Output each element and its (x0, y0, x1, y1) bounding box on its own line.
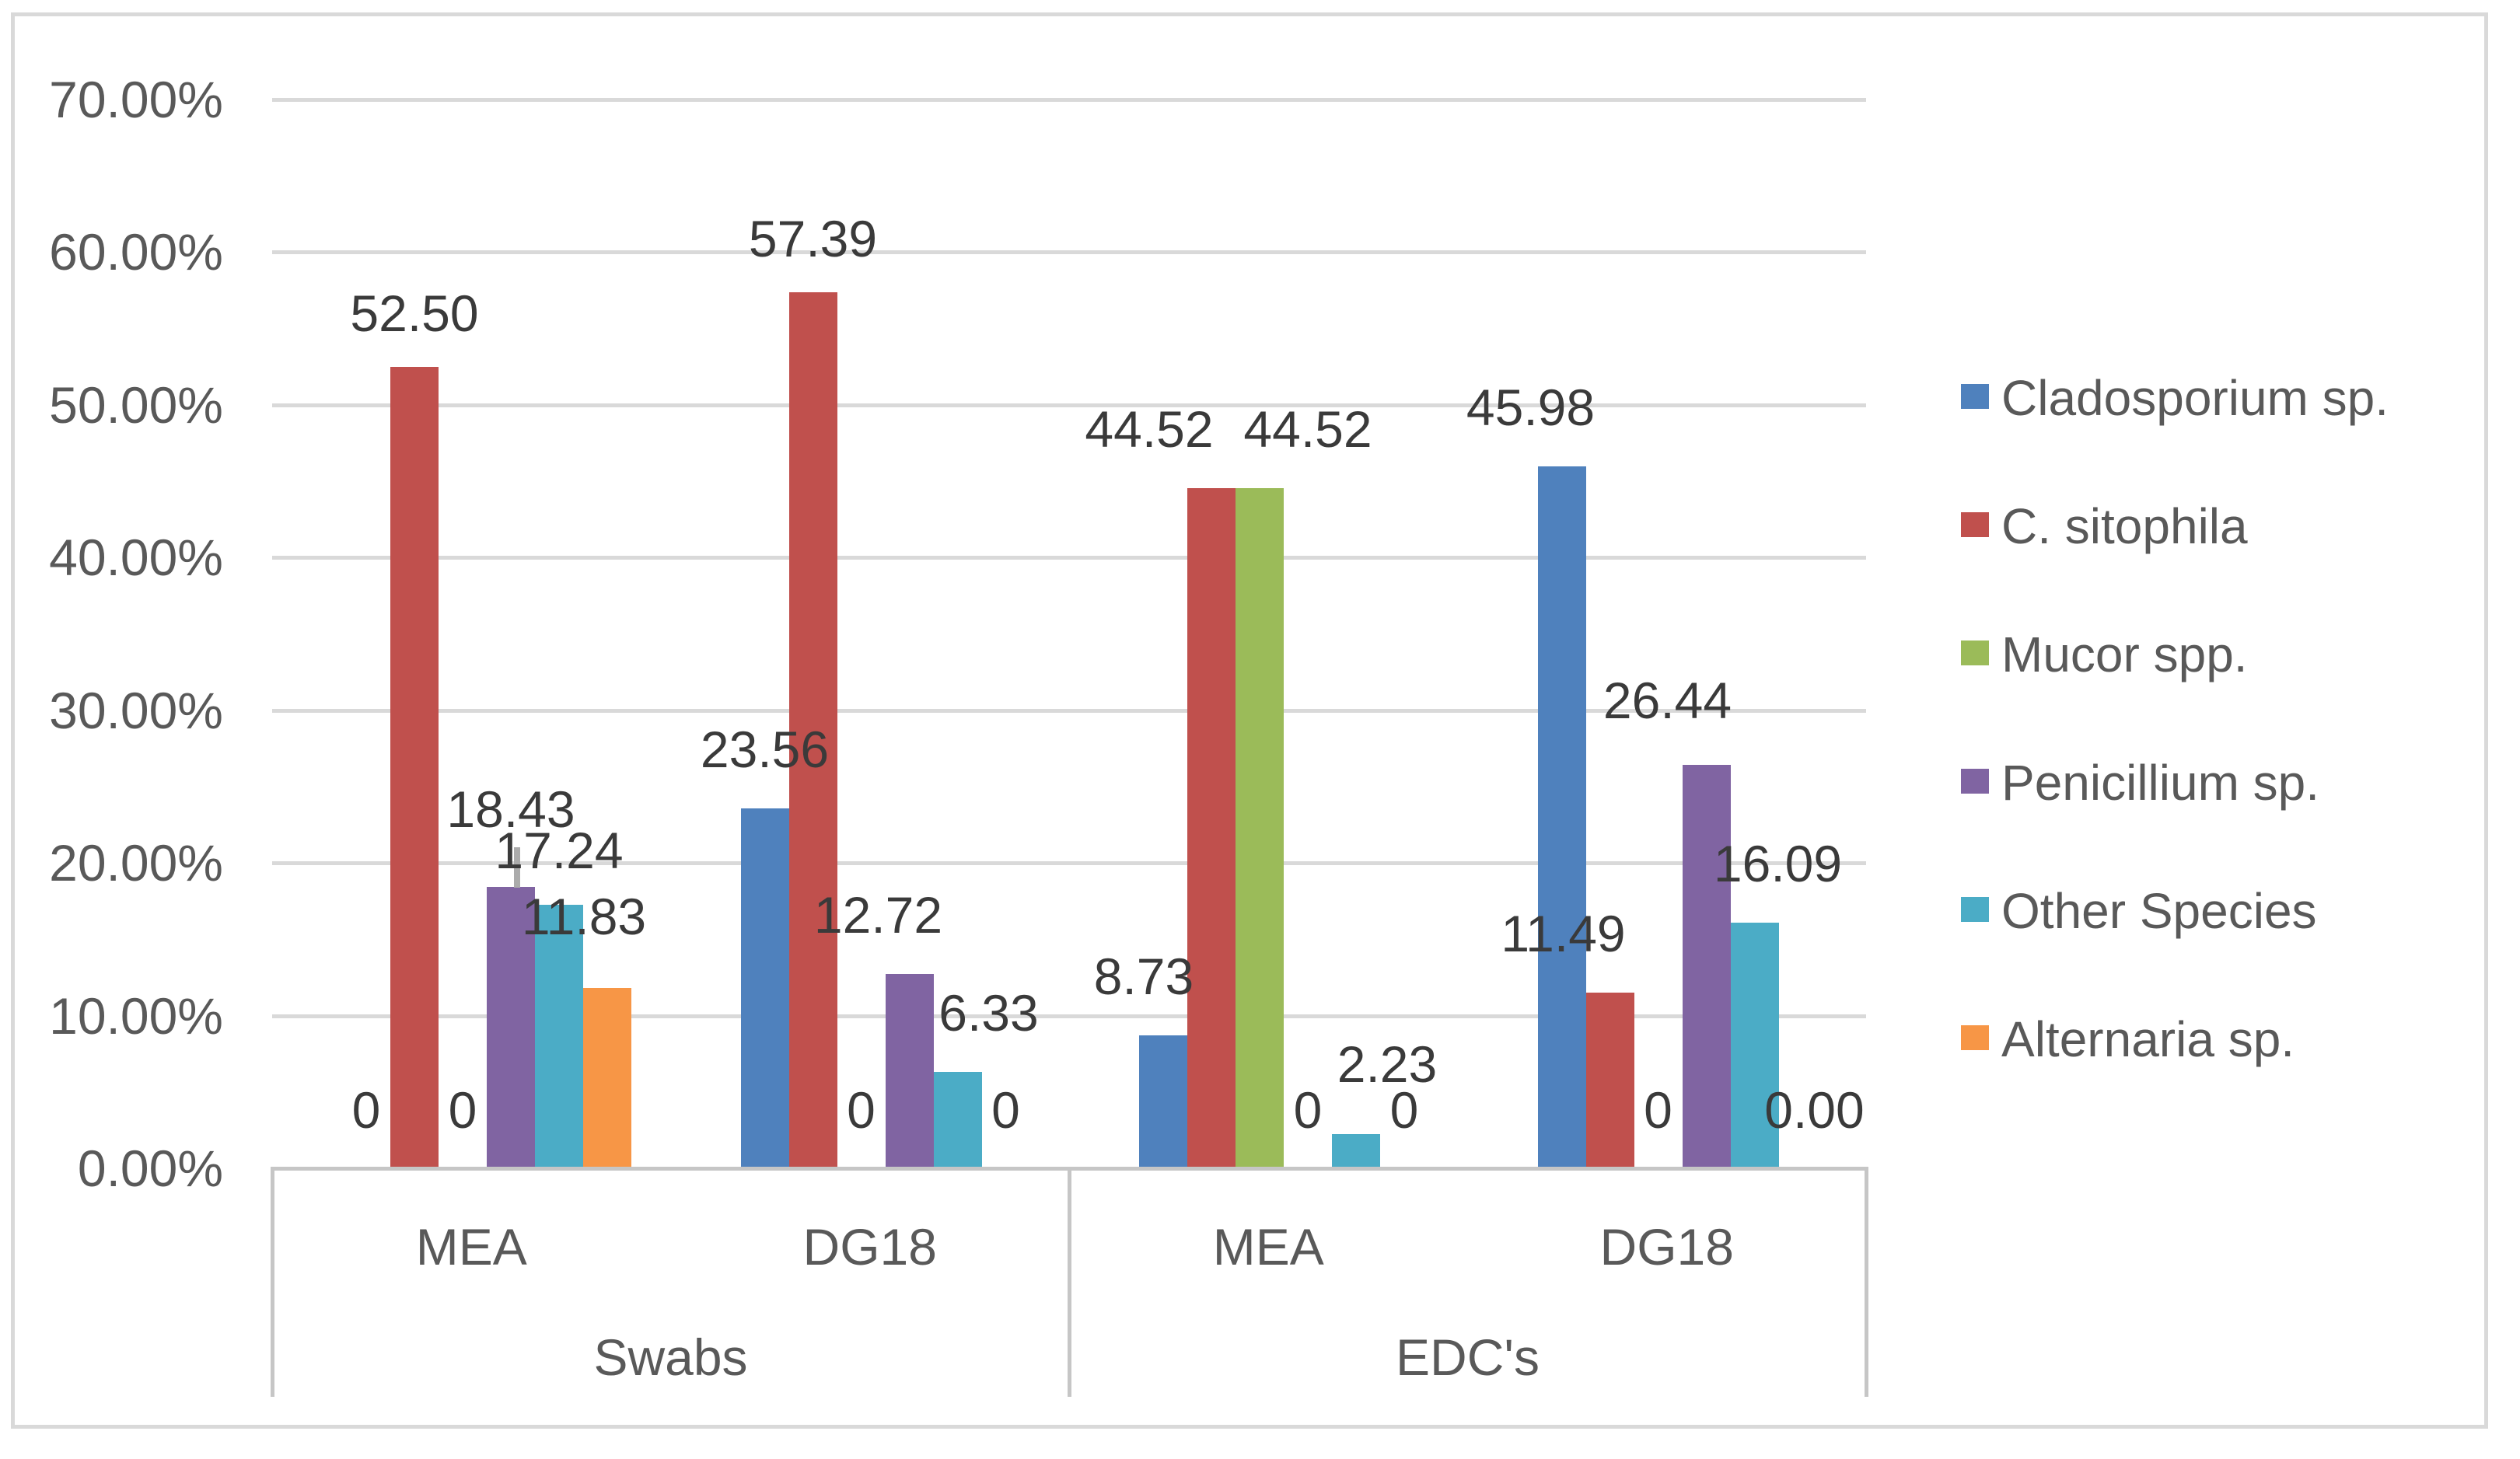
data-label-other-species-dg18-swabs: 6.33 (938, 984, 1039, 1042)
data-label-alternaria-sp-mea-swabs: 11.83 (521, 888, 647, 945)
category-group-label-edc-s: EDC's (1396, 1328, 1540, 1386)
y-axis-tick-label: 60.00% (49, 223, 223, 281)
gridline-60.00 (272, 250, 1866, 255)
data-label-other-species-dg18-edc-s: 16.09 (1713, 835, 1843, 892)
data-label-cladosporium-sp-dg18-swabs: 23.56 (700, 721, 830, 778)
bar-other-species-dg18-swabs (933, 1071, 982, 1168)
legend-label-c-sitophila: C. sitophila (2001, 498, 2248, 554)
legend-label-mucor-spp: Mucor spp. (2001, 627, 2248, 682)
bar-penicillium-sp-dg18-edc-s (1682, 764, 1731, 1168)
y-axis-tick-label: 10.00% (49, 986, 223, 1045)
y-axis-tick-label: 30.00% (49, 681, 223, 739)
data-label-alternaria-sp-mea-edc-s: 0 (1389, 1081, 1419, 1139)
bar-alternaria-sp-mea-swabs (583, 987, 631, 1168)
legend-swatch-mucor-spp (1961, 640, 1989, 665)
bar-other-species-dg18-edc-s (1730, 922, 1779, 1168)
gridline-30.00 (272, 708, 1866, 713)
gridline-50.00 (272, 403, 1866, 407)
data-label-penicillium-sp-dg18-swabs: 12.72 (813, 886, 943, 944)
legend-swatch-other-species (1961, 897, 1989, 922)
legend-label-alternaria-sp: Alternaria sp. (2001, 1011, 2295, 1067)
category-label-dg18-swabs: DG18 (802, 1218, 937, 1276)
data-label-penicillium-sp-mea-edc-s: 0 (1293, 1081, 1323, 1139)
y-axis-tick-label: 70.00% (49, 70, 223, 128)
data-label-penicillium-sp-mea-swabs: 18.43 (446, 780, 575, 838)
data-label-other-species-mea-swabs: 17.24 (495, 822, 624, 879)
gridline-20.00 (272, 861, 1866, 866)
data-label-mucor-spp-mea-edc-s: 44.52 (1243, 400, 1372, 458)
data-label-other-species-mea-edc-s: 2.23 (1337, 1035, 1438, 1093)
bar-c-sitophila-dg18-edc-s (1585, 993, 1634, 1168)
bar-other-species-mea-swabs (535, 905, 583, 1168)
data-label-mucor-spp-dg18-swabs: 0 (847, 1081, 876, 1139)
bar-cladosporium-sp-dg18-swabs (740, 808, 789, 1168)
gridline-40.00 (272, 556, 1866, 560)
data-label-c-sitophila-mea-swabs: 52.50 (350, 284, 479, 342)
category-group-label-swabs: Swabs (593, 1328, 748, 1386)
legend-label-penicillium-sp: Penicillium sp. (2001, 755, 2320, 811)
legend-label-other-species: Other Species (2001, 883, 2317, 939)
bar-cladosporium-sp-dg18-edc-s (1537, 466, 1586, 1168)
legend-swatch-penicillium-sp (1961, 769, 1989, 794)
legend-swatch-alternaria-sp (1961, 1025, 1989, 1050)
category-label-mea-edcs: MEA (1212, 1218, 1324, 1276)
gridline-10.00 (272, 1014, 1866, 1018)
y-axis-tick-label: 0.00% (77, 1140, 223, 1197)
category-table-edge (1865, 1167, 1868, 1397)
data-label-c-sitophila-dg18-edc-s: 11.49 (1501, 905, 1626, 962)
y-axis-tick-label: 50.00% (49, 375, 223, 434)
data-label-cladosporium-sp-dg18-edc-s: 45.98 (1466, 379, 1596, 436)
bar-mucor-spp-mea-edc-s (1236, 488, 1284, 1168)
y-axis-tick-label: 20.00% (49, 834, 223, 892)
legend-label-cladosporium-sp: Cladosporium sp. (2001, 370, 2389, 426)
data-label-cladosporium-sp-mea-swabs: 0 (351, 1081, 381, 1139)
legend-swatch-cladosporium-sp (1961, 384, 1989, 409)
gridline-70.00 (272, 97, 1866, 102)
category-label-mea-swabs: MEA (415, 1218, 527, 1276)
bar-penicillium-sp-dg18-swabs (885, 974, 934, 1168)
bar-c-sitophila-dg18-swabs (788, 291, 837, 1168)
data-label-alternaria-sp-dg18-edc-s: 0.00 (1764, 1081, 1865, 1139)
bar-c-sitophila-mea-edc-s (1187, 488, 1236, 1168)
data-label-mucor-spp-dg18-edc-s: 0 (1644, 1081, 1672, 1139)
category-label-dg18-edcs: DG18 (1599, 1218, 1734, 1276)
data-label-alternaria-sp-dg18-swabs: 0 (991, 1081, 1020, 1139)
bar-penicillium-sp-mea-swabs (487, 886, 535, 1168)
data-label-leader-line (514, 847, 520, 888)
data-label-cladosporium-sp-mea-edc-s: 8.73 (1093, 948, 1194, 1005)
bar-other-species-mea-edc-s (1332, 1134, 1380, 1168)
bar-cladosporium-sp-mea-edc-s (1139, 1035, 1187, 1168)
y-axis-tick-label: 40.00% (49, 529, 223, 587)
category-table-edge (271, 1167, 274, 1397)
data-label-penicillium-sp-dg18-edc-s: 26.44 (1603, 672, 1732, 729)
data-label-c-sitophila-mea-edc-s: 44.52 (1085, 400, 1214, 458)
chart-outer-border (11, 12, 2488, 1429)
data-label-mucor-spp-mea-swabs: 0 (448, 1081, 477, 1139)
data-label-c-sitophila-dg18-swabs: 57.39 (748, 209, 878, 267)
bar-c-sitophila-mea-swabs (390, 366, 439, 1168)
category-group-divider (1068, 1167, 1071, 1397)
legend-swatch-c-sitophila (1961, 512, 1989, 537)
